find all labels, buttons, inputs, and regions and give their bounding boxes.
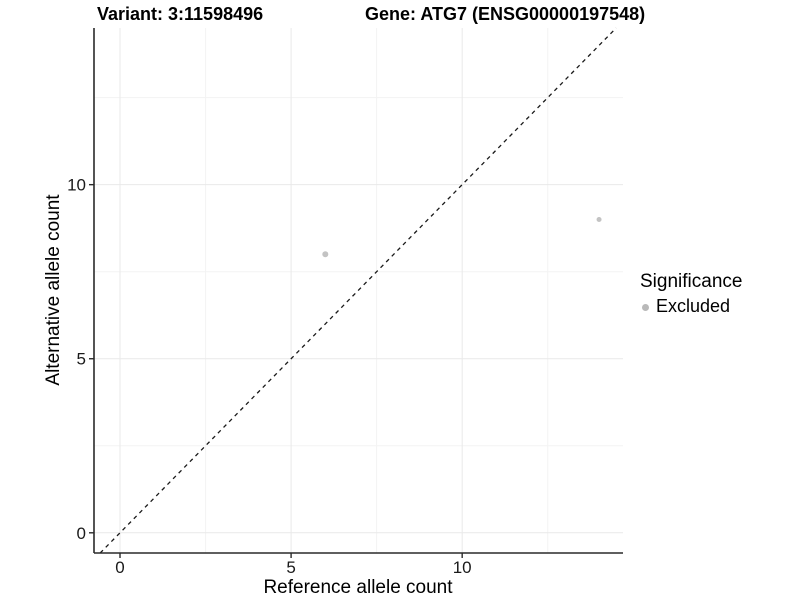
y-tick-label: 0 <box>77 524 86 543</box>
legend-key <box>640 299 656 315</box>
x-tick-label: 10 <box>453 558 472 577</box>
plot-title-gene: Gene: ATG7 (ENSG00000197548) <box>365 4 646 24</box>
legend-item-label: Excluded <box>656 296 731 316</box>
legend: Significance Excluded <box>640 271 742 317</box>
x-axis-title: Reference allele count <box>263 577 453 598</box>
y-tick-label: 10 <box>67 176 86 195</box>
y-axis-title: Alternative allele count <box>43 194 64 386</box>
y-tick-label: 5 <box>77 350 86 369</box>
excluded-point-icon <box>642 303 649 311</box>
legend-item-excluded: Excluded <box>640 296 742 317</box>
data-point <box>596 216 602 222</box>
data-point <box>322 251 329 258</box>
x-tick-label: 5 <box>286 558 295 577</box>
x-tick-label: 0 <box>115 558 124 577</box>
legend-title: Significance <box>640 271 743 292</box>
identity-dashed-line <box>99 27 617 554</box>
plot-title-variant: Variant: 3:11598496 <box>97 4 264 24</box>
